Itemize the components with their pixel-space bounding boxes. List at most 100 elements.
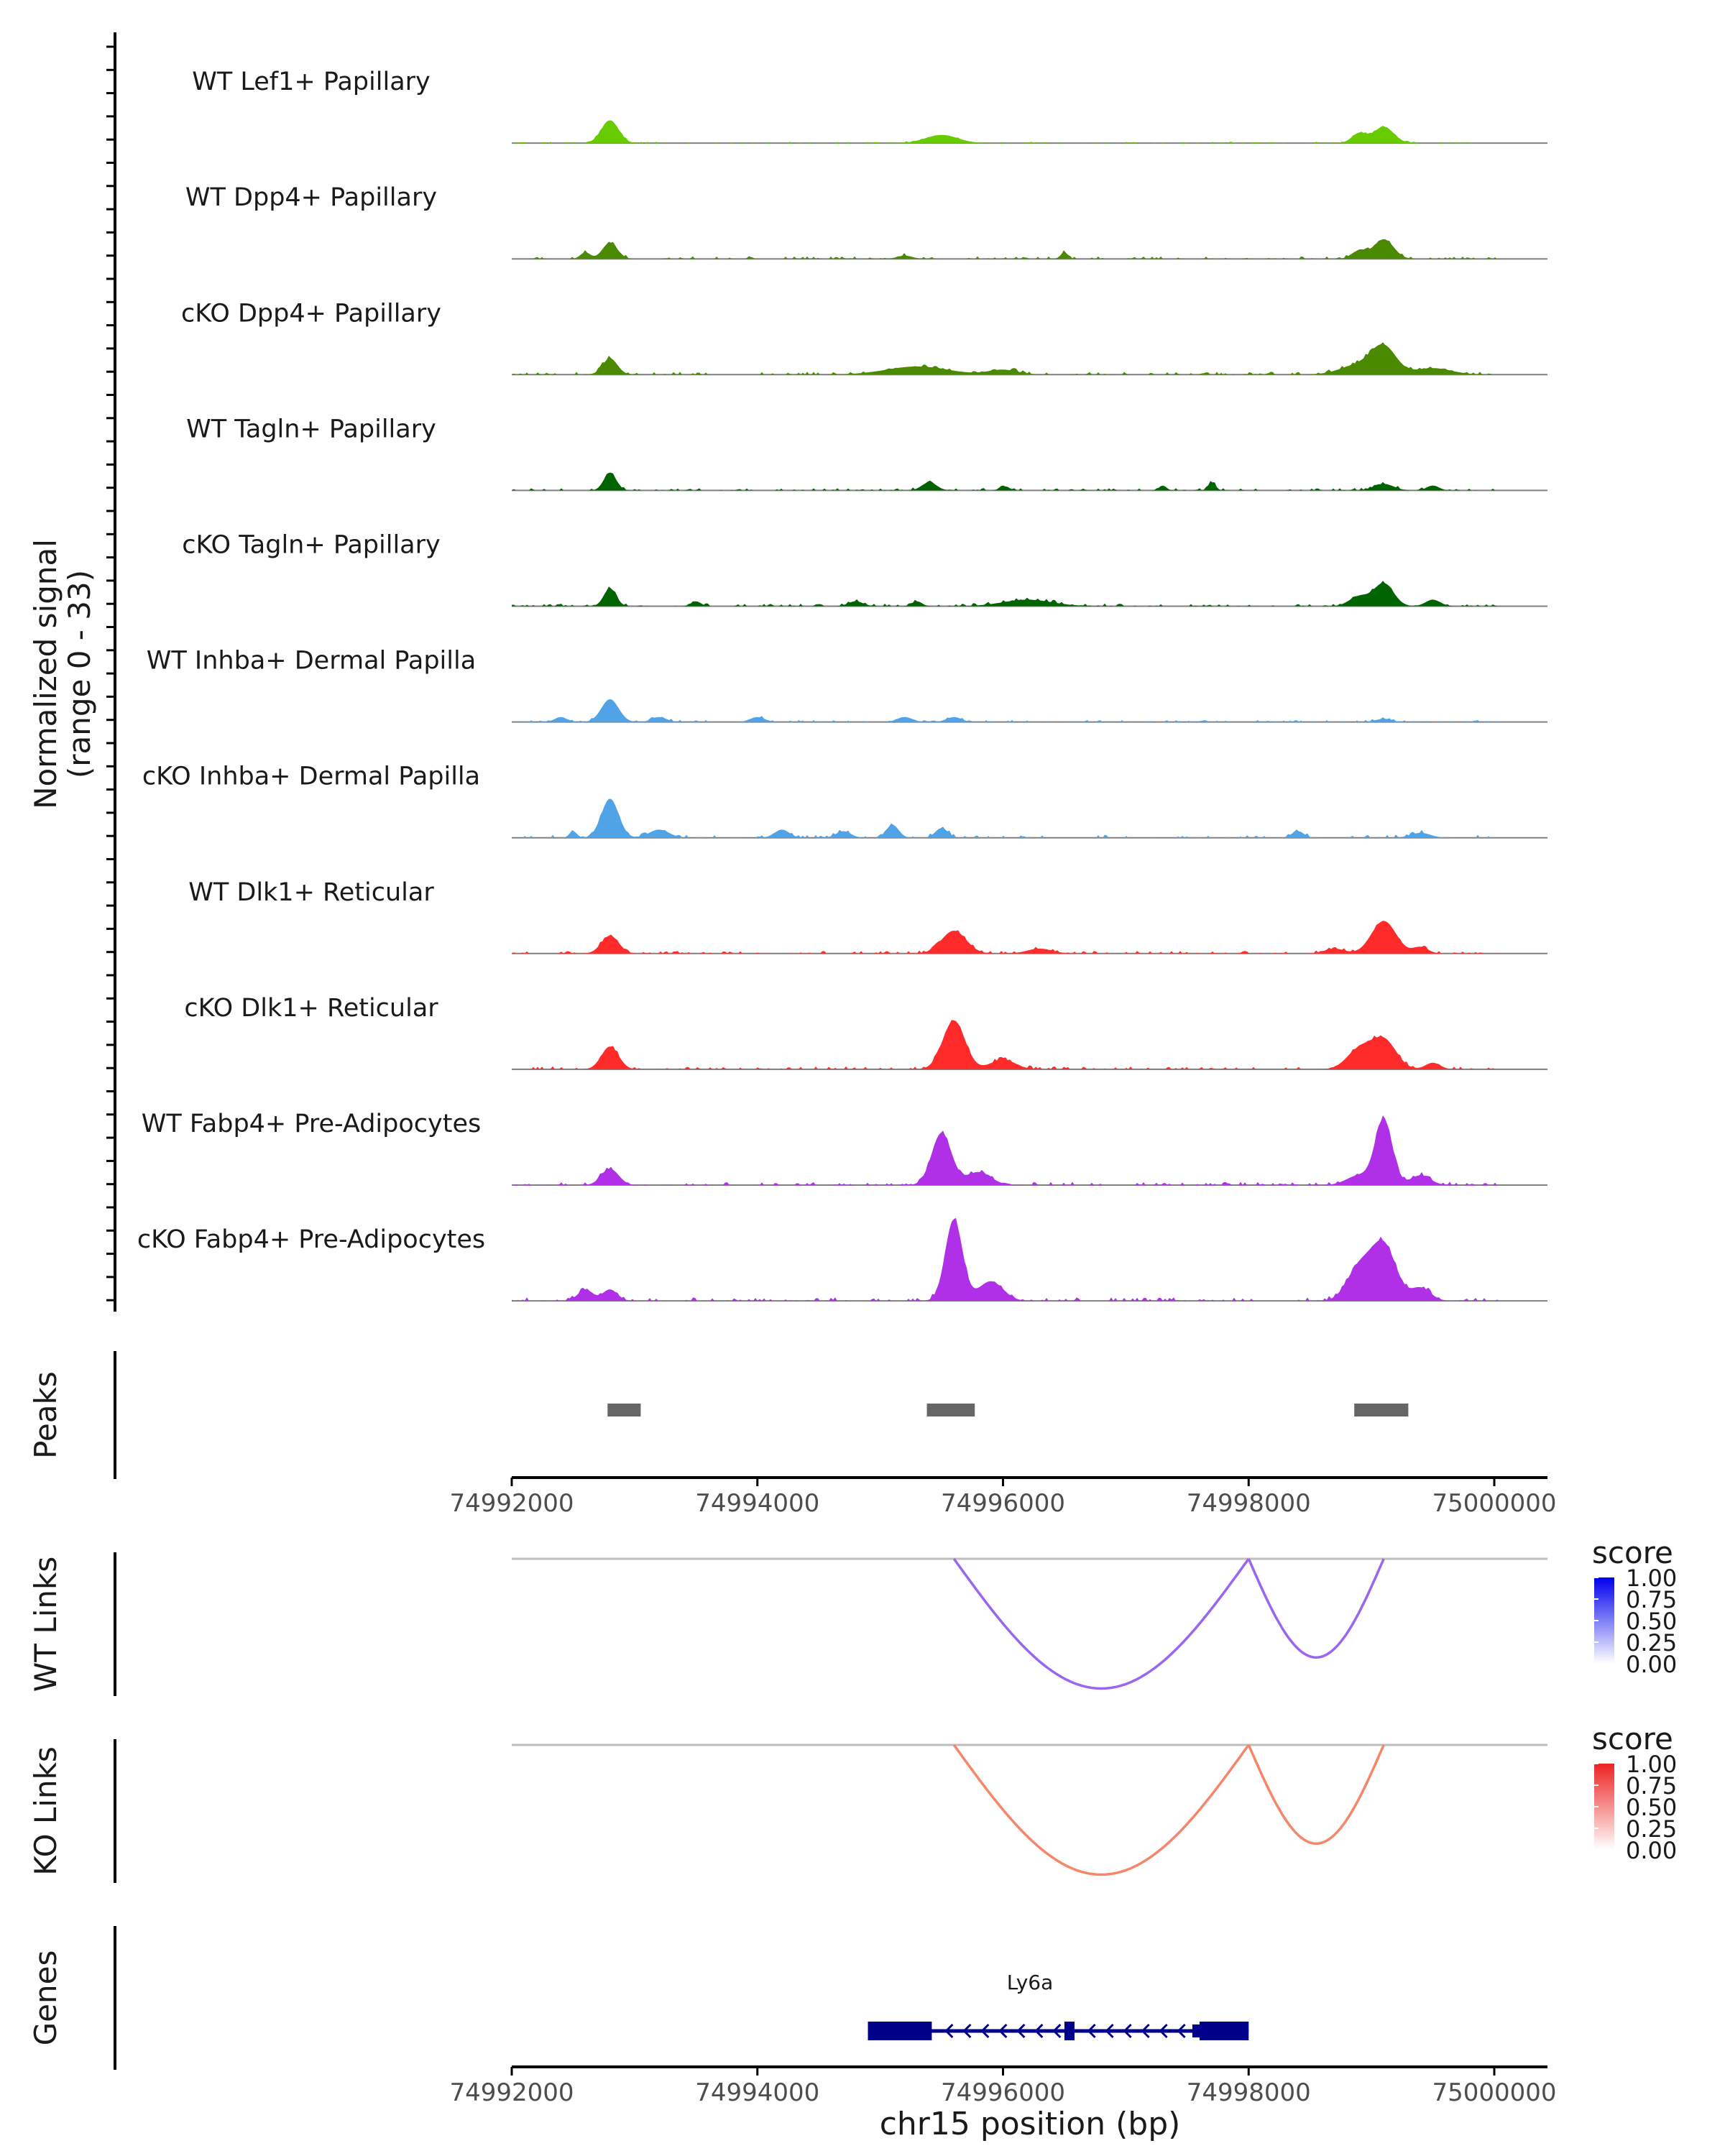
coverage-track-5: WT Inhba+ Dermal Papilla	[147, 647, 1547, 723]
peaks-panel: Peaks	[28, 1351, 1409, 1479]
coverage-panel: Normalized signal (range 0 - 33) WT Lef1…	[28, 32, 1547, 1312]
legend-tick-label: 0.50	[1626, 1608, 1677, 1635]
strand-arrow-0	[944, 2023, 954, 2039]
axis-tick-label: 74996000	[941, 1489, 1065, 1518]
legend-tick-label: 0.25	[1626, 1815, 1677, 1843]
link-arc-0	[952, 1743, 1250, 1876]
peak-region-1	[926, 1404, 975, 1416]
legend-tick-label: 0.75	[1626, 1586, 1677, 1613]
coverage-track-4: cKO Tagln+ Papillary	[182, 531, 1547, 607]
coverage-area	[512, 921, 1499, 954]
legend-title: score	[1592, 1721, 1673, 1756]
legend-tick-label: 0.00	[1626, 1651, 1677, 1678]
strand-arrow-10	[1141, 2023, 1150, 2039]
legend-tick-label: 1.00	[1626, 1565, 1677, 1592]
coverage-track-0: WT Lef1+ Papillary	[192, 68, 1547, 144]
position-axis-bottom: 74992000 74994000 74996000 74998000 75000000	[449, 2065, 1557, 2107]
legend-tick-label: 0.50	[1626, 1794, 1677, 1821]
coverage-track-label: WT Lef1+ Papillary	[192, 68, 431, 96]
links-panels: WT Links KO Links score1.000.750.500.250…	[28, 1535, 1677, 1883]
genes-panel: Genes Ly6a	[28, 1926, 1249, 2070]
coverage-y-label-line1: Normalized signal	[28, 539, 63, 809]
coverage-track-label: cKO Inhba+ Dermal Papilla	[142, 763, 480, 791]
coverage-track-label: cKO Dlk1+ Reticular	[184, 994, 438, 1023]
axis-tick-label: 74998000	[1187, 1489, 1311, 1518]
gene-name-label: Ly6a	[1007, 1971, 1054, 1994]
x-axis-title: chr15 position (bp)	[880, 2106, 1181, 2142]
position-axis-middle: 74992000 74994000 74996000 74998000 75000000	[449, 1476, 1557, 1518]
axis-tick-label: 74996000	[941, 2078, 1065, 2107]
strand-arrow-7	[1087, 2023, 1096, 2039]
coverage-area	[512, 1115, 1499, 1185]
strand-arrow-1	[962, 2023, 972, 2039]
peak-region-2	[1354, 1404, 1409, 1416]
link-arcs	[512, 1557, 1547, 1876]
coverage-track-label: cKO Tagln+ Papillary	[182, 531, 441, 560]
axis-tick-label: 75000000	[1432, 2078, 1556, 2107]
coverage-track-3: WT Tagln+ Papillary	[186, 415, 1547, 492]
strand-arrow-5	[1034, 2023, 1044, 2039]
coverage-area	[512, 472, 1499, 491]
strand-arrow-3	[998, 2023, 1008, 2039]
coverage-track-6: cKO Inhba+ Dermal Papilla	[142, 763, 1547, 839]
legend-tick-label: 1.00	[1626, 1751, 1677, 1778]
strand-arrow-11	[1159, 2023, 1168, 2039]
coverage-track-label: WT Inhba+ Dermal Papilla	[147, 647, 476, 676]
coverage-area	[512, 239, 1499, 259]
strand-arrow-6	[1052, 2023, 1062, 2039]
legend-tick-label: 0.00	[1626, 1837, 1677, 1864]
axis-tick-label: 74998000	[1187, 2078, 1311, 2107]
axis-tick-label: 74992000	[449, 1489, 574, 1518]
ko-links-label: KO Links	[28, 1746, 63, 1876]
strand-arrow-4	[1016, 2023, 1026, 2039]
link-arc-1	[1247, 1744, 1385, 1846]
coverage-tracks: WT Lef1+ Papillary WT Dpp4+ Papillary cKO …	[137, 68, 1547, 1302]
strand-arrow-2	[980, 2023, 990, 2039]
coverage-track-9: WT Fabp4+ Pre-Adipocytes	[142, 1110, 1547, 1186]
coverage-track-label: cKO Dpp4+ Papillary	[181, 299, 441, 328]
legend-tick-label: 0.25	[1626, 1629, 1677, 1657]
coverage-area	[512, 1020, 1499, 1069]
link-arc-1	[1247, 1558, 1385, 1659]
axis-tick-label: 75000000	[1432, 1489, 1556, 1518]
coverage-track-label: cKO Fabp4+ Pre-Adipocytes	[137, 1225, 485, 1254]
coverage-track-8: cKO Dlk1+ Reticular	[184, 994, 1547, 1070]
link-legends: score1.000.750.500.250.00score1.000.750.…	[1592, 1535, 1677, 1864]
coverage-area	[512, 120, 1499, 144]
legend-tick-label: 0.75	[1626, 1772, 1677, 1800]
coverage-track-10: cKO Fabp4+ Pre-Adipocytes	[137, 1217, 1547, 1302]
coverage-track-label: WT Dlk1+ Reticular	[188, 878, 434, 907]
strand-arrow-9	[1123, 2023, 1132, 2039]
coverage-track-label: WT Dpp4+ Papillary	[185, 183, 437, 212]
coverage-area	[512, 1217, 1499, 1302]
axis-tick-label: 74992000	[449, 2078, 574, 2107]
gene-exon-2	[1199, 2022, 1249, 2040]
strand-arrow-8	[1105, 2023, 1114, 2039]
legend-title: score	[1592, 1535, 1673, 1570]
wt-links-label: WT Links	[28, 1557, 63, 1692]
gene-exon-0	[868, 2022, 932, 2040]
coverage-y-ticks	[106, 45, 115, 1302]
peaks-label: Peaks	[28, 1371, 63, 1459]
coverage-track-1: WT Dpp4+ Papillary	[185, 183, 1547, 260]
coverage-track-label: WT Tagln+ Papillary	[186, 415, 436, 443]
genes-label: Genes	[28, 1950, 63, 2046]
strand-arrow-12	[1177, 2023, 1186, 2039]
axis-tick-label: 74994000	[695, 1489, 819, 1518]
peak-regions	[607, 1404, 1409, 1416]
coverage-track-label: WT Fabp4+ Pre-Adipocytes	[142, 1110, 481, 1138]
peak-region-0	[607, 1404, 641, 1416]
coverage-area	[512, 581, 1499, 607]
gene-model	[868, 2022, 1249, 2040]
coverage-area	[512, 342, 1499, 375]
gene-utr-block	[1192, 2024, 1201, 2037]
axis-tick-label: 74994000	[695, 2078, 819, 2107]
coverage-area	[512, 798, 1499, 838]
coverage-y-label-line2: (range 0 - 33)	[62, 570, 97, 778]
gene-exon-1	[1064, 2022, 1075, 2040]
coverage-area	[512, 699, 1499, 722]
coverage-track-2: cKO Dpp4+ Papillary	[181, 299, 1547, 376]
